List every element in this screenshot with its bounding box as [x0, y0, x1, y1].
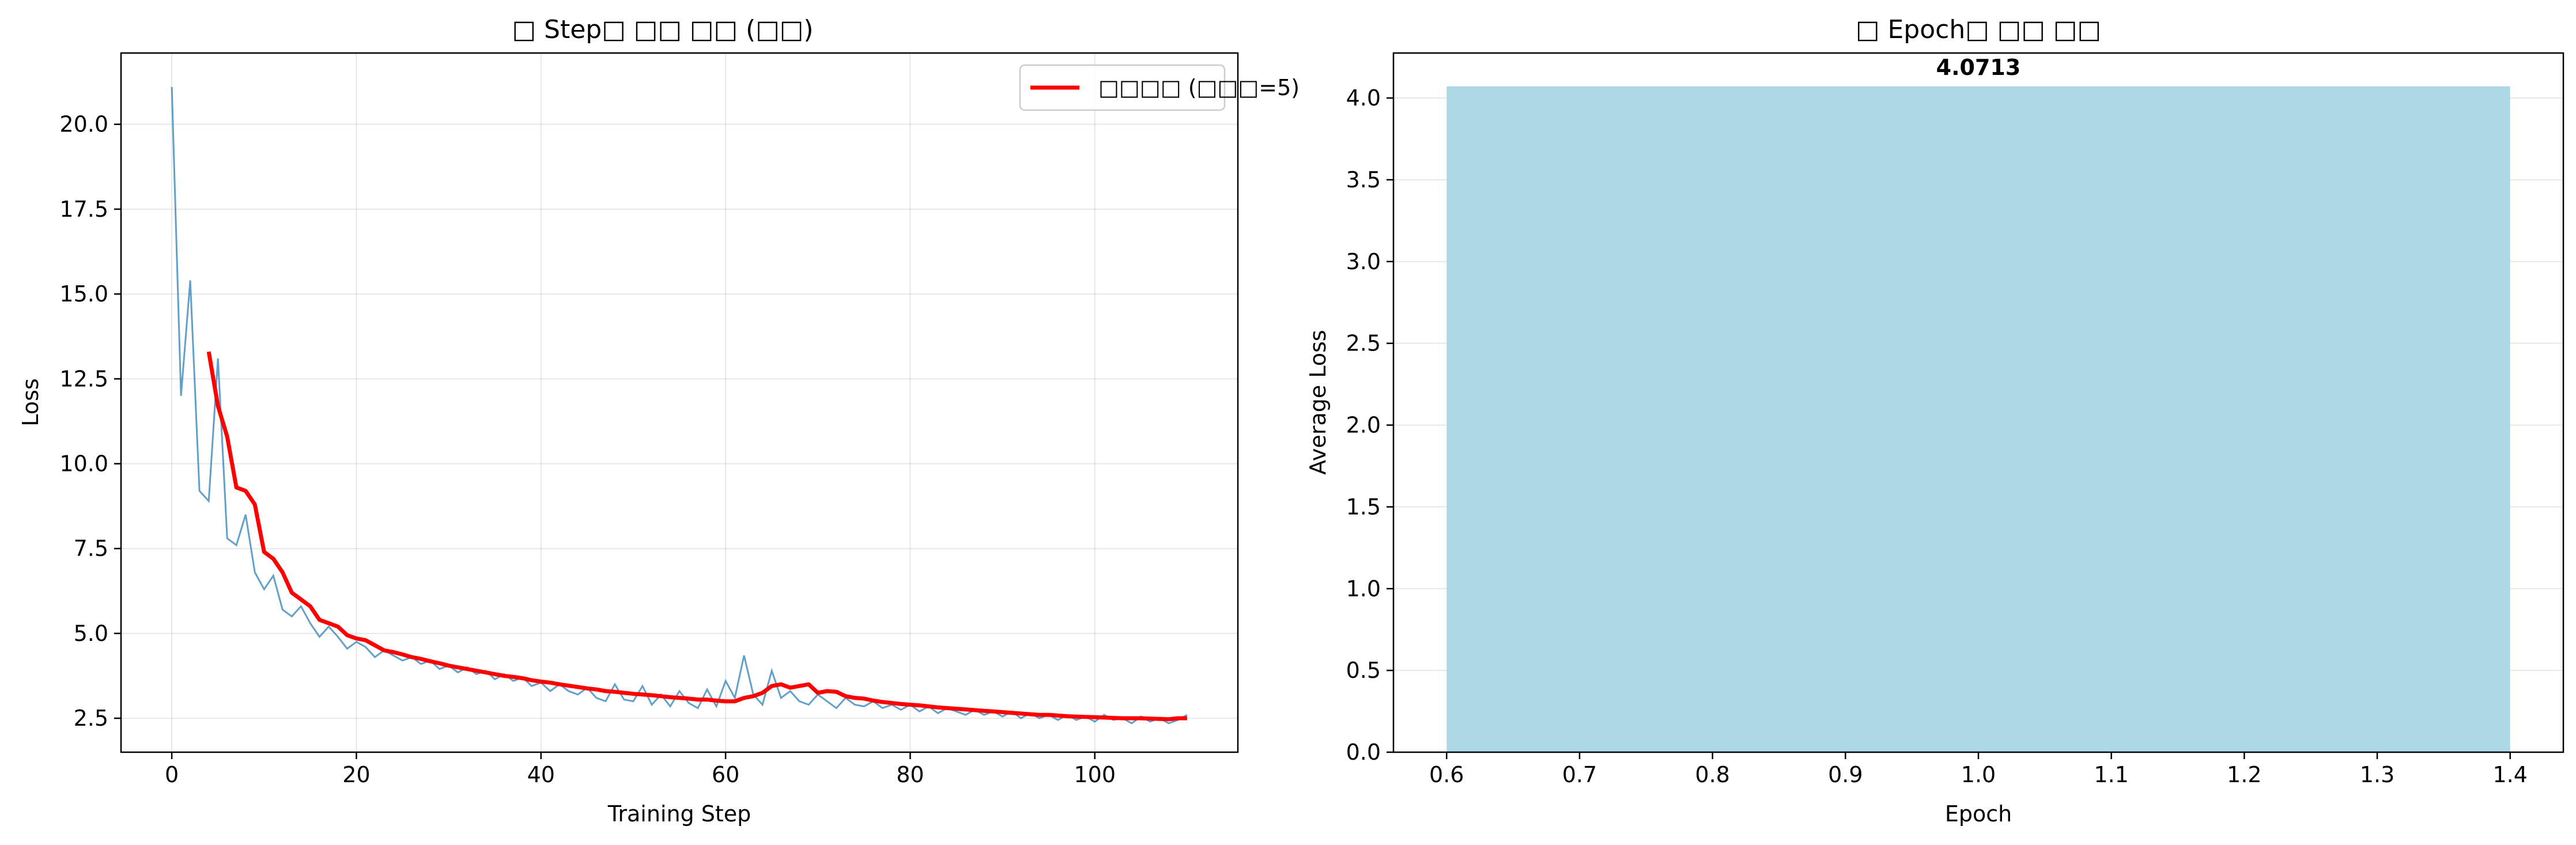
step-loss-axes-frame: [120, 52, 1239, 753]
epoch-loss-y-axis-label: Average Loss: [1305, 330, 1331, 474]
epoch-loss-chart-title: □ Epoch□ □□ □□: [1856, 15, 2101, 44]
x-tick-label: 0.9: [1828, 762, 1863, 787]
step-loss-chart-title: □ Step□ □□ □□ (□□): [512, 15, 813, 44]
y-tick-label: 0.0: [1346, 740, 1381, 765]
x-tick-label: 1.2: [2227, 762, 2261, 787]
raw-loss-line: [171, 86, 1188, 725]
x-tick-label: 60: [712, 762, 739, 787]
epoch-loss-chart: □ Epoch□ □□ □□ 4.0713 0.0 0.5 1.0 1.5 2.0 2.5…: [1305, 15, 2564, 827]
y-tick-label: 0.5: [1346, 658, 1381, 683]
y-tick-label: 20.0: [59, 112, 108, 137]
epoch-loss-x-axis-label: Epoch: [1945, 801, 2012, 827]
y-tick-label: 10.0: [59, 451, 108, 476]
epoch-loss-ticks: 0.0 0.5 1.0 1.5 2.0 2.5 3.0 3.5 4.0 0.6 0.7 0.8 0.9 1…: [1346, 85, 2528, 787]
x-tick-label: 0.6: [1429, 762, 1464, 787]
y-tick-label: 4.0: [1346, 85, 1381, 111]
legend-moving-average-label: □□□□ (□□□=5): [1098, 75, 1300, 100]
y-tick-label: 7.5: [74, 536, 108, 561]
x-tick-label: 40: [527, 762, 555, 787]
y-tick-label: 2.5: [1346, 331, 1381, 356]
x-tick-label: 80: [896, 762, 924, 787]
epoch-bar: [1446, 86, 2510, 753]
y-tick-label: 3.5: [1346, 167, 1381, 193]
y-tick-label: 15.0: [59, 281, 108, 307]
y-tick-label: 2.0: [1346, 413, 1381, 438]
y-tick-label: 1.0: [1346, 576, 1381, 601]
step-loss-x-axis-label: Training Step: [607, 801, 751, 827]
x-tick-label: 1.1: [2094, 762, 2128, 787]
legend-box: [1019, 64, 1226, 111]
y-tick-label: 12.5: [59, 366, 108, 391]
x-tick-label: 1.4: [2493, 762, 2528, 787]
x-tick-label: 0.8: [1695, 762, 1729, 787]
step-loss-y-axis-label: Loss: [18, 378, 43, 426]
epoch-loss-axes-frame: [1392, 52, 2564, 753]
step-loss-plot-area: [171, 86, 1188, 725]
epoch-loss-plot-area: 4.0713: [1446, 55, 2510, 753]
epoch-bar-value-label: 4.0713: [1936, 55, 2021, 80]
x-tick-label: 1.0: [1961, 762, 1996, 787]
x-tick-label: 20: [342, 762, 370, 787]
y-tick-label: 3.0: [1346, 249, 1381, 274]
step-loss-legend: □□□□ (□□□=5): [1019, 64, 1300, 111]
x-tick-label: 1.3: [2360, 762, 2394, 787]
x-tick-label: 0.7: [1562, 762, 1597, 787]
x-tick-label: 100: [1074, 762, 1116, 787]
step-loss-grid: [121, 53, 1238, 752]
x-tick-label: 0: [165, 762, 179, 787]
moving-average-line: [206, 351, 1187, 722]
y-tick-label: 17.5: [59, 197, 108, 222]
step-loss-chart: □ Step□ □□ □□ (□□) 0 20 40 60 80 100 2.5 5.0 7.5…: [18, 15, 1300, 827]
y-tick-label: 5.0: [74, 621, 108, 646]
y-tick-label: 1.5: [1346, 494, 1381, 519]
step-loss-ticks: 0 20 40 60 80 100 2.5 5.0 7.5 10.0 12.5 15.0 17.5 20.…: [59, 112, 1116, 787]
y-tick-label: 2.5: [74, 706, 108, 731]
